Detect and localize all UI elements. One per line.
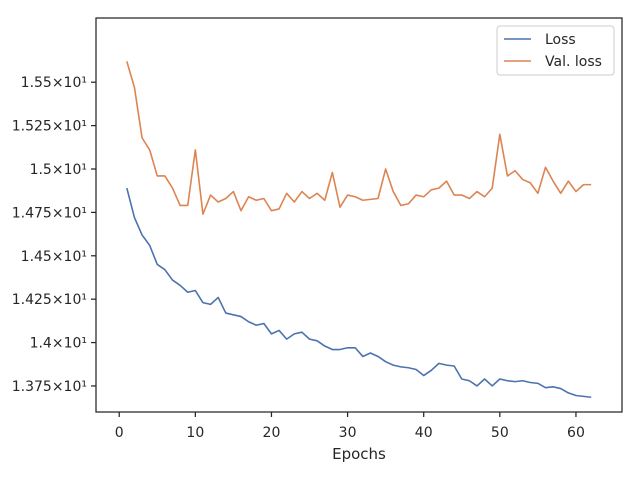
y-tick-label: 1.425×10¹ [12, 292, 87, 308]
axes-frame [95, 17, 623, 413]
x-axis-label: Epochs [332, 445, 386, 463]
y-tick-label: 1.55×10¹ [21, 75, 87, 91]
x-tick-label: 20 [263, 425, 281, 441]
x-tick-label: 50 [491, 425, 509, 441]
series-line-val-loss [126, 61, 592, 215]
legend-label: Loss [545, 32, 576, 48]
plot-area [126, 61, 592, 399]
y-tick-label: 1.45×10¹ [21, 249, 87, 265]
y-tick-label: 1.5×10¹ [30, 162, 87, 178]
x-tick-label: 60 [567, 425, 585, 441]
y-tick-label: 1.525×10¹ [12, 119, 87, 135]
x-tick-label: 30 [339, 425, 357, 441]
y-tick-label: 1.4×10¹ [30, 336, 87, 352]
y-tick-label: 1.375×10¹ [12, 379, 87, 395]
x-tick-label: 0 [115, 425, 124, 441]
legend: Loss Val. loss [496, 25, 615, 76]
x-axis: 0 10 20 30 40 50 60 [115, 412, 585, 441]
legend-label: Val. loss [545, 54, 602, 70]
x-tick-label: 10 [186, 425, 204, 441]
x-tick-label: 40 [415, 425, 433, 441]
y-tick-label: 1.475×10¹ [12, 205, 87, 221]
series-line-loss [126, 187, 592, 399]
y-axis: 1.375×10¹ 1.4×10¹ 1.425×10¹ 1.45×10¹ 1.475×1… [12, 75, 96, 395]
